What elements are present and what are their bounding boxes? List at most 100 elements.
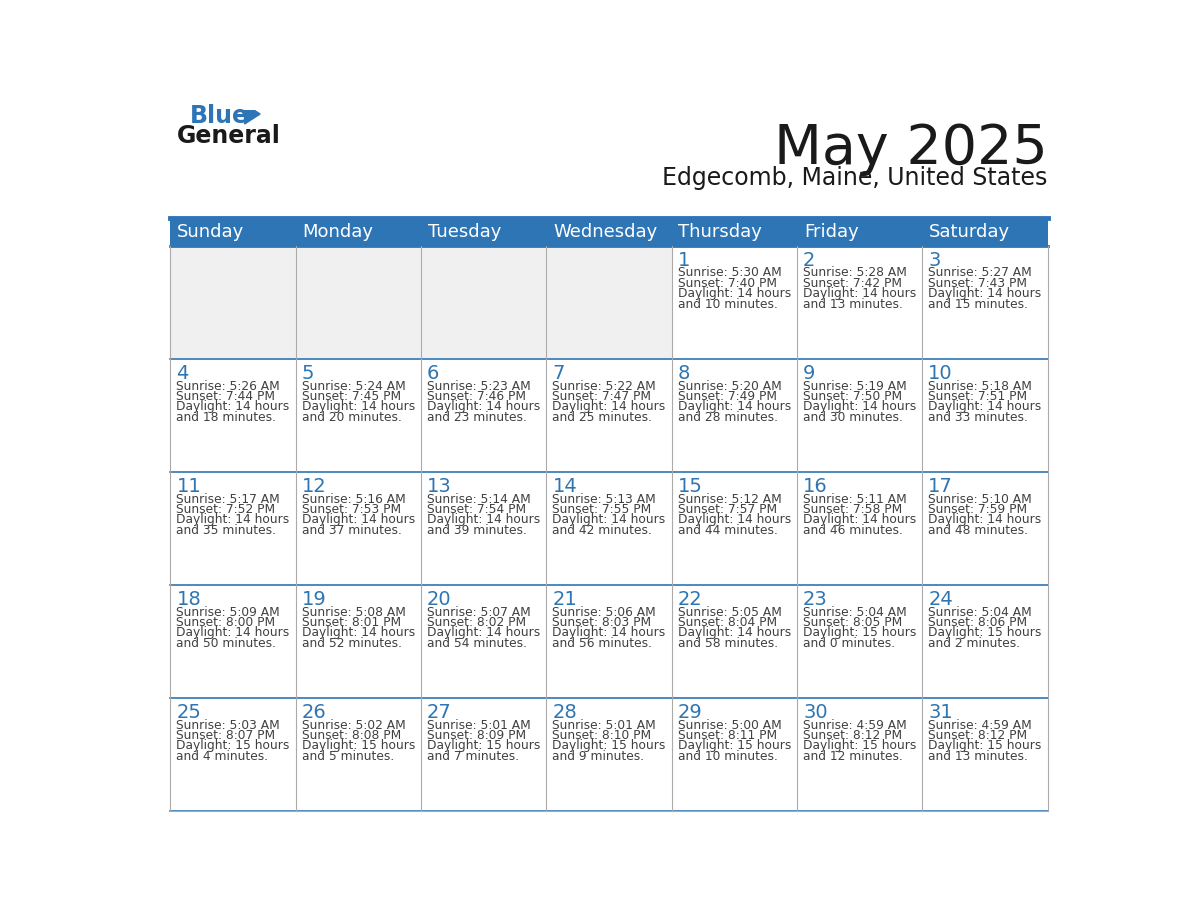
Text: Sunset: 8:12 PM: Sunset: 8:12 PM: [803, 729, 902, 742]
Bar: [296, 472, 421, 585]
Text: Daylight: 14 hours: Daylight: 14 hours: [426, 400, 541, 413]
Text: Sunset: 7:44 PM: Sunset: 7:44 PM: [176, 390, 276, 403]
Text: and 2 minutes.: and 2 minutes.: [928, 637, 1020, 650]
Text: Sunrise: 5:07 AM: Sunrise: 5:07 AM: [426, 606, 531, 619]
Text: and 33 minutes.: and 33 minutes.: [928, 410, 1029, 424]
Bar: [296, 246, 421, 359]
Text: May 2025: May 2025: [773, 122, 1048, 175]
Text: Sunrise: 5:00 AM: Sunrise: 5:00 AM: [677, 719, 782, 732]
Text: 6: 6: [426, 364, 440, 383]
Text: Daylight: 14 hours: Daylight: 14 hours: [302, 513, 415, 526]
Bar: [797, 359, 922, 472]
Text: 22: 22: [677, 590, 702, 610]
Text: 9: 9: [803, 364, 815, 383]
Text: Sunrise: 5:19 AM: Sunrise: 5:19 AM: [803, 379, 906, 393]
Text: Sunrise: 5:28 AM: Sunrise: 5:28 AM: [803, 266, 906, 279]
Bar: [546, 359, 671, 472]
Bar: [797, 472, 922, 585]
Text: and 15 minutes.: and 15 minutes.: [928, 297, 1029, 310]
Text: and 54 minutes.: and 54 minutes.: [426, 637, 527, 650]
Text: Sunset: 8:07 PM: Sunset: 8:07 PM: [176, 729, 276, 742]
Text: Sunset: 7:54 PM: Sunset: 7:54 PM: [426, 503, 526, 516]
Text: Sunrise: 5:01 AM: Sunrise: 5:01 AM: [426, 719, 531, 732]
Text: and 10 minutes.: and 10 minutes.: [677, 750, 778, 763]
Text: Sunset: 8:03 PM: Sunset: 8:03 PM: [552, 616, 651, 629]
Text: and 10 minutes.: and 10 minutes.: [677, 297, 778, 310]
Bar: [546, 698, 671, 811]
Text: 4: 4: [176, 364, 189, 383]
Text: and 9 minutes.: and 9 minutes.: [552, 750, 645, 763]
Text: 10: 10: [928, 364, 953, 383]
Bar: [421, 246, 546, 359]
Text: 15: 15: [677, 477, 702, 496]
Text: and 7 minutes.: and 7 minutes.: [426, 750, 519, 763]
Text: and 30 minutes.: and 30 minutes.: [803, 410, 903, 424]
Text: 1: 1: [677, 251, 690, 270]
Text: Daylight: 14 hours: Daylight: 14 hours: [302, 400, 415, 413]
Bar: [671, 359, 797, 472]
Bar: [421, 472, 546, 585]
Text: and 46 minutes.: and 46 minutes.: [803, 524, 903, 537]
Text: Sunset: 7:40 PM: Sunset: 7:40 PM: [677, 277, 777, 290]
Text: Daylight: 14 hours: Daylight: 14 hours: [176, 626, 290, 639]
Text: Sunrise: 4:59 AM: Sunrise: 4:59 AM: [803, 719, 906, 732]
Bar: [671, 472, 797, 585]
Text: Daylight: 15 hours: Daylight: 15 hours: [928, 626, 1042, 639]
Text: Daylight: 14 hours: Daylight: 14 hours: [176, 513, 290, 526]
Text: 7: 7: [552, 364, 564, 383]
Text: Sunset: 8:06 PM: Sunset: 8:06 PM: [928, 616, 1028, 629]
Text: 5: 5: [302, 364, 315, 383]
Text: Sunrise: 5:14 AM: Sunrise: 5:14 AM: [426, 493, 531, 506]
Bar: [922, 359, 1048, 472]
Text: 17: 17: [928, 477, 953, 496]
Text: Sunrise: 5:24 AM: Sunrise: 5:24 AM: [302, 379, 405, 393]
Text: Daylight: 14 hours: Daylight: 14 hours: [552, 400, 665, 413]
Text: Sunrise: 5:23 AM: Sunrise: 5:23 AM: [426, 379, 531, 393]
Text: Sunset: 7:57 PM: Sunset: 7:57 PM: [677, 503, 777, 516]
Text: Thursday: Thursday: [678, 223, 763, 241]
Bar: [797, 246, 922, 359]
Text: and 39 minutes.: and 39 minutes.: [426, 524, 527, 537]
Text: Sunset: 8:04 PM: Sunset: 8:04 PM: [677, 616, 777, 629]
Text: 27: 27: [426, 703, 451, 722]
Bar: [296, 359, 421, 472]
Text: 28: 28: [552, 703, 577, 722]
Text: 29: 29: [677, 703, 702, 722]
Text: 11: 11: [176, 477, 201, 496]
Text: and 5 minutes.: and 5 minutes.: [302, 750, 394, 763]
Text: Daylight: 14 hours: Daylight: 14 hours: [803, 400, 916, 413]
Bar: [170, 472, 296, 585]
Bar: [671, 698, 797, 811]
Text: Daylight: 14 hours: Daylight: 14 hours: [677, 513, 791, 526]
Text: Sunrise: 5:08 AM: Sunrise: 5:08 AM: [302, 606, 405, 619]
Text: and 20 minutes.: and 20 minutes.: [302, 410, 402, 424]
Text: and 0 minutes.: and 0 minutes.: [803, 637, 896, 650]
Text: Daylight: 14 hours: Daylight: 14 hours: [176, 400, 290, 413]
Bar: [671, 246, 797, 359]
Text: Tuesday: Tuesday: [428, 223, 501, 241]
Text: Edgecomb, Maine, United States: Edgecomb, Maine, United States: [662, 165, 1048, 190]
Polygon shape: [245, 104, 260, 124]
Text: 14: 14: [552, 477, 577, 496]
Bar: [170, 698, 296, 811]
Text: and 28 minutes.: and 28 minutes.: [677, 410, 778, 424]
Bar: [797, 698, 922, 811]
Text: Daylight: 14 hours: Daylight: 14 hours: [677, 626, 791, 639]
Text: 26: 26: [302, 703, 327, 722]
Text: and 13 minutes.: and 13 minutes.: [803, 297, 903, 310]
Text: and 58 minutes.: and 58 minutes.: [677, 637, 778, 650]
Text: Daylight: 15 hours: Daylight: 15 hours: [677, 739, 791, 753]
Bar: [421, 585, 546, 698]
Text: Sunrise: 5:09 AM: Sunrise: 5:09 AM: [176, 606, 280, 619]
Text: Sunset: 8:08 PM: Sunset: 8:08 PM: [302, 729, 402, 742]
Text: Sunset: 8:12 PM: Sunset: 8:12 PM: [928, 729, 1028, 742]
Text: Sunrise: 5:26 AM: Sunrise: 5:26 AM: [176, 379, 280, 393]
Text: Sunrise: 5:30 AM: Sunrise: 5:30 AM: [677, 266, 782, 279]
Text: and 37 minutes.: and 37 minutes.: [302, 524, 402, 537]
Bar: [170, 246, 296, 359]
Bar: [922, 246, 1048, 359]
Text: Sunrise: 5:02 AM: Sunrise: 5:02 AM: [302, 719, 405, 732]
Bar: [797, 585, 922, 698]
Text: and 52 minutes.: and 52 minutes.: [302, 637, 402, 650]
Text: and 13 minutes.: and 13 minutes.: [928, 750, 1029, 763]
